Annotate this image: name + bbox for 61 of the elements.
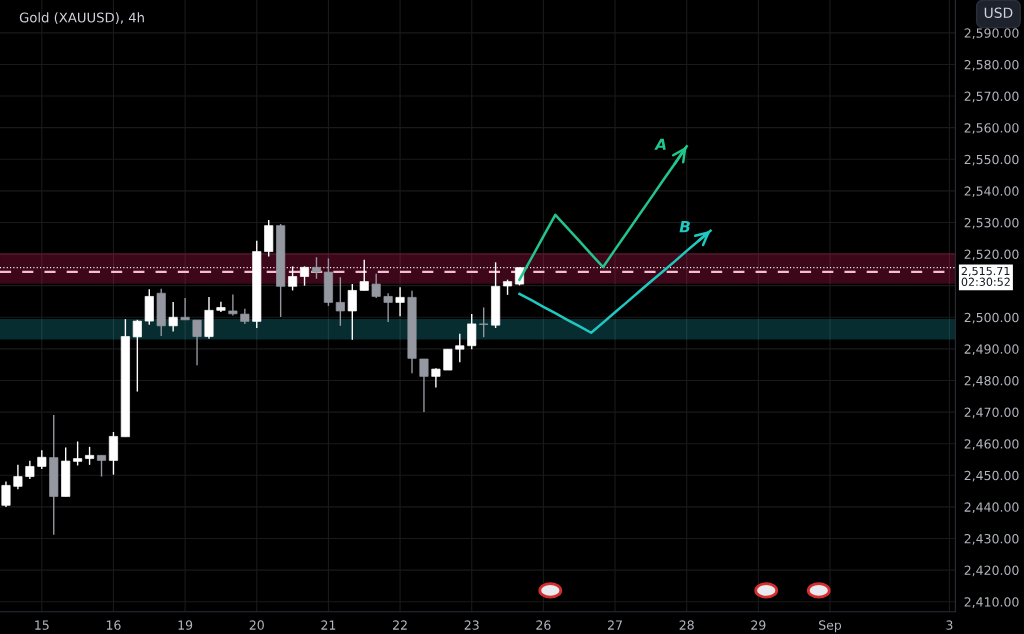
- y-tick-label: 2,540.00: [964, 186, 1019, 198]
- y-tick-label: 2,490.00: [964, 344, 1019, 356]
- candlestick: [419, 358, 429, 413]
- y-tick-label: 2,530.00: [964, 217, 1019, 229]
- y-tick-label: 2,450.00: [964, 470, 1019, 482]
- x-tick-label: 19: [178, 620, 193, 630]
- candlestick: [335, 276, 345, 327]
- y-tick-label: 2,440.00: [964, 502, 1019, 514]
- x-tick-label: 3: [946, 620, 953, 630]
- candlestick: [395, 286, 405, 318]
- candlestick: [25, 460, 35, 480]
- y-tick-label: 2,520.00: [964, 249, 1019, 261]
- x-tick-label: 16: [106, 620, 121, 630]
- x-tick-label: 29: [751, 620, 766, 630]
- candlestick: [431, 367, 441, 389]
- y-tick-label: 2,500.00: [964, 312, 1019, 324]
- y-tick-label: 2,430.00: [964, 533, 1019, 545]
- annotation: A: [654, 138, 666, 150]
- x-tick-label: 21: [321, 620, 336, 630]
- y-tick-label: 2,410.00: [964, 597, 1019, 608]
- candlestick: [132, 319, 142, 393]
- candlestick: [479, 306, 489, 338]
- x-tick-label: Sep: [819, 620, 842, 633]
- candlestick: [1, 480, 11, 508]
- text: Gold (XAUUSD), 4h: [19, 12, 144, 24]
- candlestick: [311, 256, 321, 280]
- candlestick: [455, 333, 465, 363]
- ref-line-label: 2,515.71 02:30:52: [961, 266, 1010, 286]
- annotation: B: [679, 221, 690, 233]
- x-tick-label: 27: [608, 620, 622, 630]
- x-tick-label: 20: [249, 620, 264, 630]
- candlestick: [96, 454, 107, 478]
- x-tick-label: 26: [536, 620, 551, 630]
- candlestick: [371, 272, 381, 299]
- candlestick: [37, 449, 47, 470]
- candlestick: [467, 313, 477, 350]
- x-tick-label: 28: [679, 620, 694, 630]
- candlestick: [300, 265, 310, 287]
- x-tick-label: 22: [393, 620, 407, 630]
- candlestick: [180, 297, 190, 321]
- text: USD: [984, 7, 1013, 18]
- candlestick: [85, 446, 95, 466]
- x-tick-label: 23: [464, 620, 479, 630]
- y-tick-label: 2,420.00: [964, 565, 1019, 577]
- x-tick-label: 15: [35, 620, 49, 630]
- candlestick: [73, 440, 83, 467]
- y-tick-label: 2,580.00: [964, 59, 1019, 71]
- y-tick-label: 2,560.00: [964, 123, 1019, 134]
- y-tick-label: 2,550.00: [964, 154, 1019, 166]
- candlestick: [383, 292, 393, 323]
- candlestick: [168, 301, 178, 333]
- candlestick: [192, 319, 202, 367]
- candlestick: [13, 464, 23, 490]
- y-tick-label: 2,470.00: [964, 407, 1019, 419]
- candlestick: [443, 348, 453, 371]
- y-tick-label: 2,480.00: [964, 375, 1019, 387]
- y-tick-label: 2,590.00: [964, 28, 1019, 40]
- candlestick: [347, 283, 357, 341]
- y-tick-label: 2,570.00: [964, 91, 1019, 103]
- y-tick-label: 2,460.00: [964, 439, 1019, 450]
- candlestick: [228, 293, 238, 317]
